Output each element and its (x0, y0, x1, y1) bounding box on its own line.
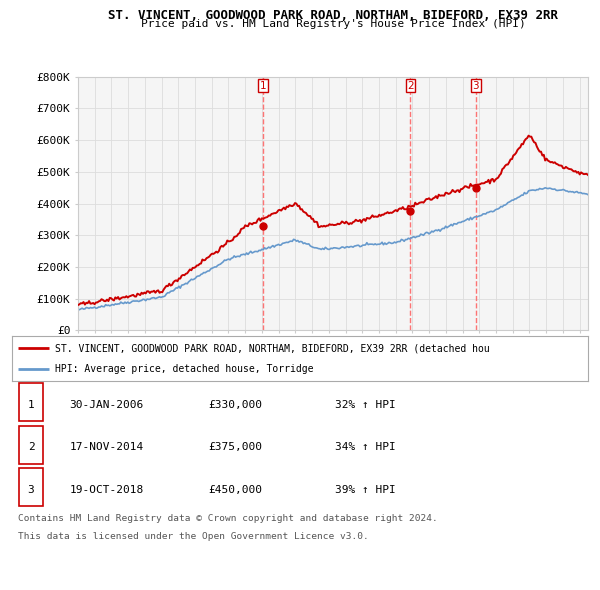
Text: 1: 1 (28, 400, 34, 409)
Text: Price paid vs. HM Land Registry's House Price Index (HPI): Price paid vs. HM Land Registry's House … (140, 19, 526, 30)
Text: 30-JAN-2006: 30-JAN-2006 (70, 400, 144, 409)
Text: 2: 2 (28, 442, 34, 452)
Text: 19-OCT-2018: 19-OCT-2018 (70, 485, 144, 494)
Text: ST. VINCENT, GOODWOOD PARK ROAD, NORTHAM, BIDEFORD, EX39 2RR (detached hou: ST. VINCENT, GOODWOOD PARK ROAD, NORTHAM… (55, 343, 490, 353)
Text: 39% ↑ HPI: 39% ↑ HPI (335, 485, 395, 494)
FancyBboxPatch shape (19, 468, 43, 506)
Text: £450,000: £450,000 (208, 485, 262, 494)
Text: 1: 1 (260, 80, 266, 90)
Text: ST. VINCENT, GOODWOOD PARK ROAD, NORTHAM, BIDEFORD, EX39 2RR: ST. VINCENT, GOODWOOD PARK ROAD, NORTHAM… (108, 9, 558, 22)
Text: £330,000: £330,000 (208, 400, 262, 409)
Text: This data is licensed under the Open Government Licence v3.0.: This data is licensed under the Open Gov… (18, 532, 369, 540)
Text: HPI: Average price, detached house, Torridge: HPI: Average price, detached house, Torr… (55, 363, 314, 373)
Text: Contains HM Land Registry data © Crown copyright and database right 2024.: Contains HM Land Registry data © Crown c… (18, 514, 438, 523)
Text: 32% ↑ HPI: 32% ↑ HPI (335, 400, 395, 409)
Text: £375,000: £375,000 (208, 442, 262, 452)
Text: 3: 3 (473, 80, 479, 90)
FancyBboxPatch shape (19, 425, 43, 464)
FancyBboxPatch shape (19, 383, 43, 421)
Text: 3: 3 (28, 485, 34, 494)
Text: 17-NOV-2014: 17-NOV-2014 (70, 442, 144, 452)
Text: 2: 2 (407, 80, 414, 90)
Text: 34% ↑ HPI: 34% ↑ HPI (335, 442, 395, 452)
